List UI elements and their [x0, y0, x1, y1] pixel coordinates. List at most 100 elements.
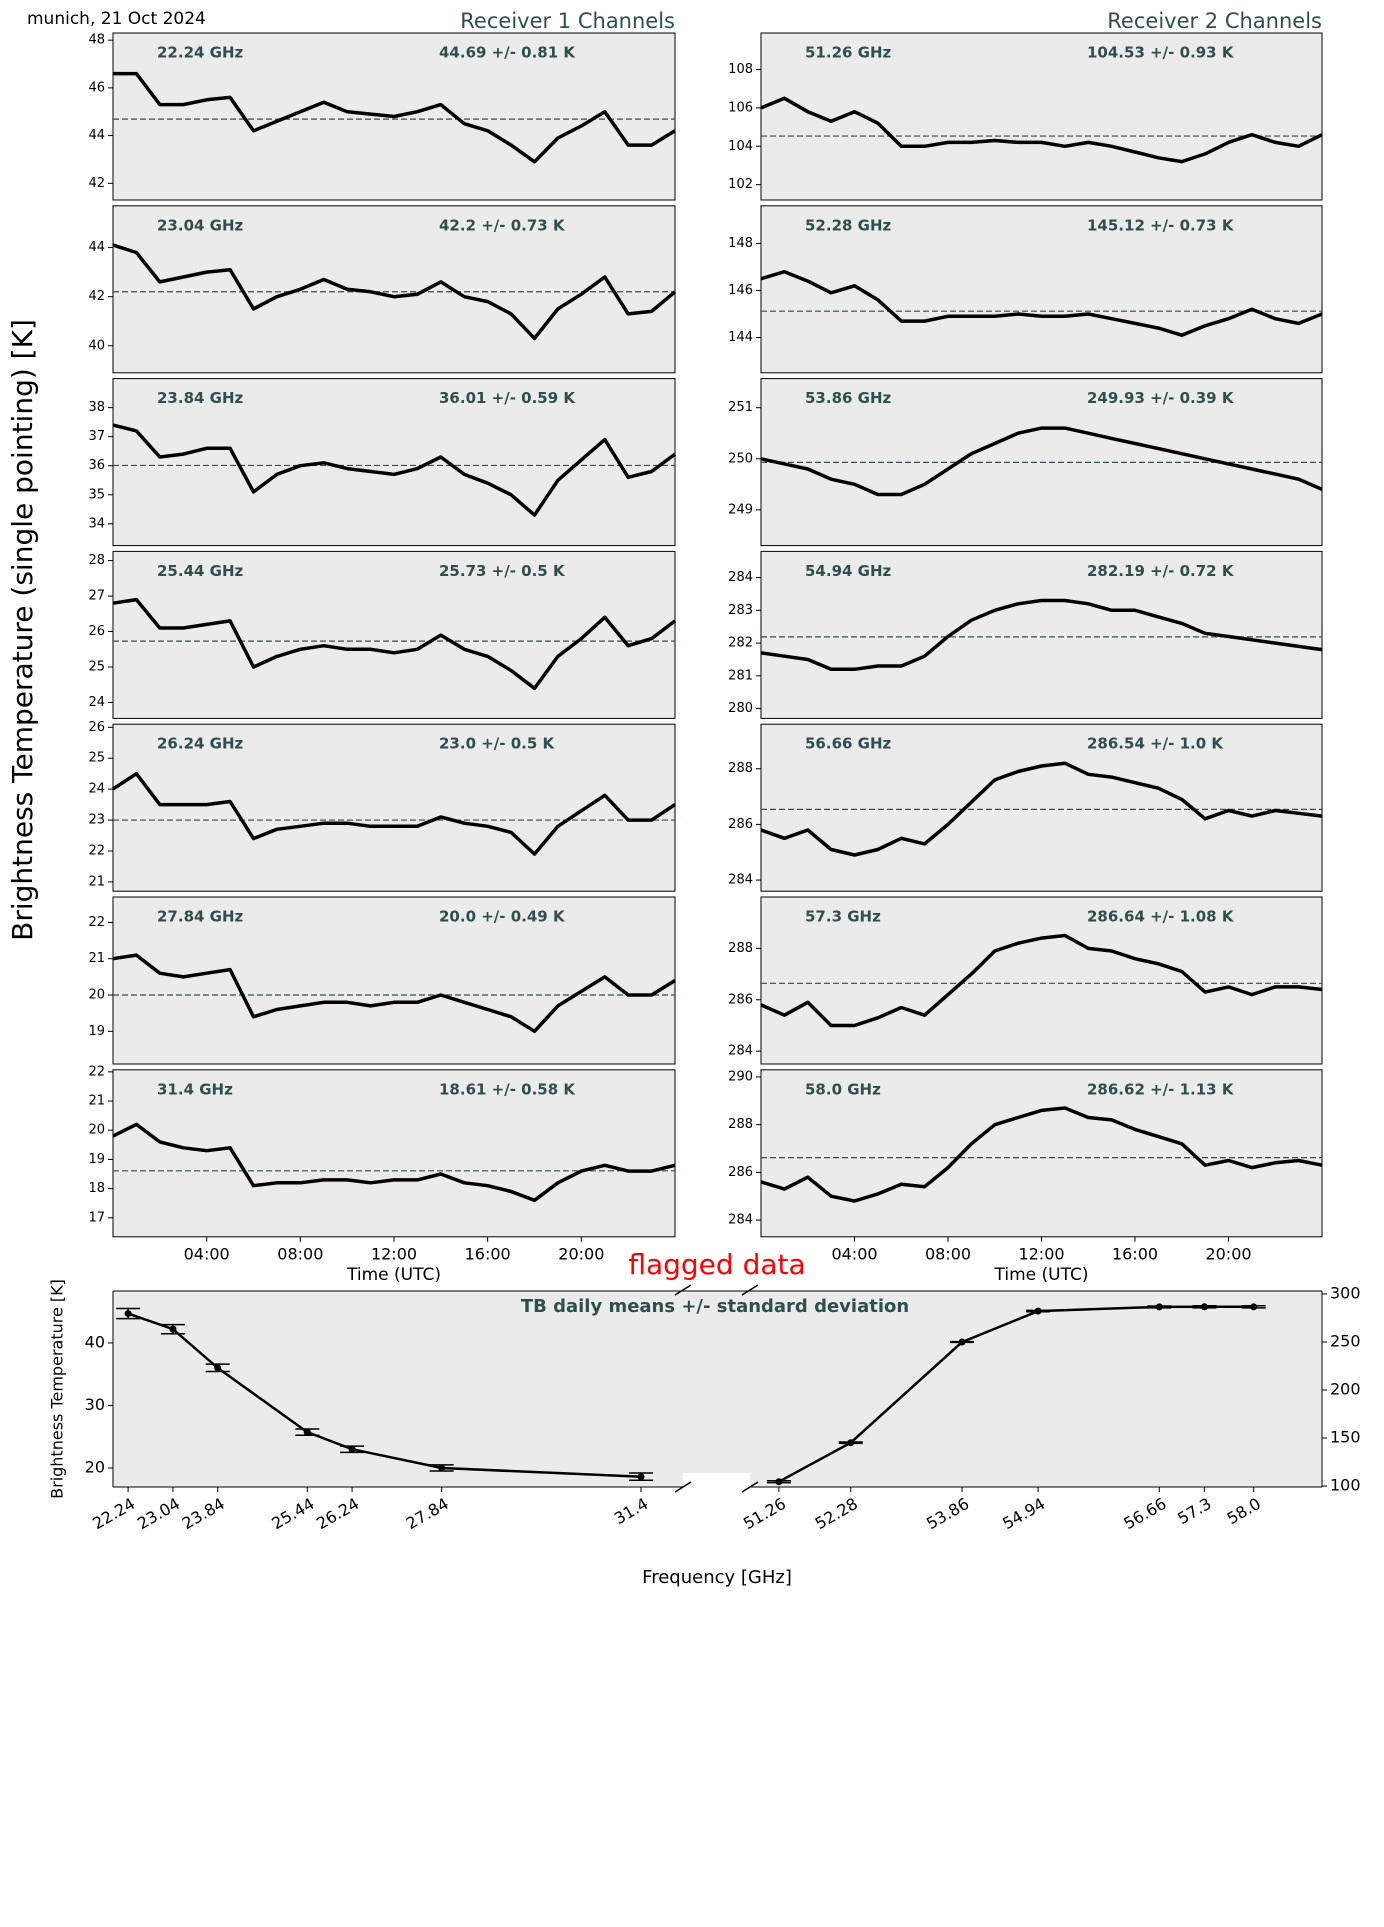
y-tick-label: 288 — [728, 761, 753, 776]
x-tick-label: 08:00 — [925, 1244, 971, 1263]
y-tick-label: 36 — [88, 458, 105, 473]
y-axis-label: Brightness Temperature [K] — [48, 1279, 67, 1499]
y-tick-label: 21 — [88, 1094, 105, 1109]
channel-label: 23.04 GHz — [157, 216, 244, 234]
y-tick-label: 30 — [85, 1395, 105, 1414]
x-tick-label: 23.04 — [134, 1494, 183, 1533]
y-tick-label: 251 — [728, 400, 753, 415]
y-tick-label: 25 — [88, 659, 105, 674]
y-tick-label: 106 — [728, 100, 753, 115]
y2-tick-label: 200 — [1330, 1380, 1361, 1399]
x-tick-label: 57.3 — [1174, 1494, 1214, 1528]
y-tick-label: 282 — [728, 636, 753, 651]
y-tick-label: 26 — [88, 624, 105, 639]
y-tick-label: 40 — [88, 338, 105, 353]
channel-stat: 23.0 +/- 0.5 K — [439, 735, 556, 753]
y-tick-label: 44 — [88, 128, 105, 143]
x-tick-label: 25.44 — [268, 1494, 317, 1533]
x-tick-label: 22.24 — [89, 1494, 138, 1533]
axis-gap — [683, 1473, 750, 1489]
mean-point — [775, 1478, 783, 1486]
data-line — [112, 771, 676, 856]
mean-point — [303, 1428, 311, 1436]
data-line — [760, 933, 1323, 1028]
figure-title: munich, 21 Oct 2024 — [27, 9, 206, 29]
mean-point — [438, 1464, 446, 1472]
channel-stat: 20.0 +/- 0.49 K — [439, 908, 566, 926]
mean-point — [958, 1338, 966, 1346]
channel-label: 57.3 GHz — [805, 908, 881, 926]
x-tick-label: 26.24 — [313, 1494, 362, 1533]
y-tick-label: 286 — [728, 1165, 753, 1180]
channel-stat: 44.69 +/- 0.81 K — [439, 44, 576, 62]
channel-label: 22.24 GHz — [157, 44, 244, 62]
shared-y-label: Brightness Temperature (single pointing)… — [6, 319, 39, 941]
y-tick-label: 19 — [88, 1152, 105, 1167]
panel-background — [112, 1069, 676, 1238]
panel-background — [760, 32, 1323, 201]
y-tick-label: 27 — [88, 589, 105, 604]
x-tick-label: 16:00 — [465, 1244, 511, 1263]
x-tick-label: 31.4 — [611, 1494, 651, 1528]
mean-point — [1034, 1307, 1042, 1315]
panel-background — [113, 1291, 1322, 1487]
y-tick-label: 37 — [88, 429, 105, 444]
y2-tick-label: 100 — [1330, 1476, 1361, 1495]
y-tick-label: 21 — [88, 951, 105, 966]
y-tick-label: 21 — [88, 874, 105, 889]
data-line — [112, 1122, 676, 1203]
y-tick-label: 26 — [88, 720, 105, 735]
x-tick-label: 53.86 — [923, 1494, 972, 1533]
panel-background — [112, 205, 676, 374]
channel-stat: 42.2 +/- 0.73 K — [439, 216, 566, 234]
y-tick-label: 108 — [728, 62, 753, 77]
data-line — [112, 423, 677, 517]
y-tick-label: 24 — [88, 695, 105, 710]
x-axis-label: Time (UTC) — [346, 1265, 441, 1285]
data-line — [112, 597, 677, 691]
data-line — [760, 426, 1323, 497]
mean-point — [1200, 1303, 1208, 1311]
channel-stat: 18.61 +/- 0.58 K — [439, 1080, 576, 1098]
channel-label: 53.86 GHz — [805, 389, 892, 407]
mean-point — [637, 1473, 645, 1481]
channel-label: 51.26 GHz — [805, 44, 892, 62]
y-tick-label: 48 — [88, 33, 105, 48]
channel-stat: 282.19 +/- 0.72 K — [1087, 562, 1235, 580]
x-tick-label: 23.84 — [179, 1494, 228, 1533]
x-tick-label: 12:00 — [1018, 1244, 1064, 1263]
y-tick-label: 22 — [88, 1064, 105, 1079]
mean-point — [214, 1364, 222, 1372]
y-tick-label: 25 — [88, 751, 105, 766]
y-tick-label: 40 — [85, 1332, 105, 1351]
y-tick-label: 42 — [88, 289, 105, 304]
mean-point — [847, 1439, 855, 1447]
y-tick-label: 281 — [728, 668, 753, 683]
channel-label: 54.94 GHz — [805, 562, 892, 580]
x-tick-label: 04:00 — [831, 1244, 877, 1263]
y-tick-label: 284 — [728, 570, 753, 585]
y-tick-label: 20 — [88, 1123, 105, 1138]
mean-point — [348, 1445, 356, 1453]
channel-label: 26.24 GHz — [157, 735, 244, 753]
y-tick-label: 148 — [728, 236, 753, 251]
data-line — [112, 243, 677, 341]
axis-break — [741, 1284, 759, 1296]
channel-stat: 104.53 +/- 0.93 K — [1087, 44, 1235, 62]
y-tick-label: 249 — [728, 502, 753, 517]
y2-tick-label: 150 — [1330, 1428, 1361, 1447]
data-line — [760, 96, 1323, 164]
y-tick-label: 146 — [728, 283, 753, 298]
mean-point — [1155, 1303, 1163, 1311]
y-tick-label: 104 — [728, 139, 753, 154]
channel-stat: 25.73 +/- 0.5 K — [439, 562, 566, 580]
channel-label: 27.84 GHz — [157, 908, 244, 926]
chart-title: TB daily means +/- standard deviation — [521, 1296, 909, 1317]
receiver-1-title: Receiver 1 Channels — [460, 9, 675, 33]
panel-background — [760, 205, 1323, 374]
data-line — [113, 71, 676, 164]
panel-background — [760, 723, 1323, 892]
x-tick-label: 52.28 — [812, 1494, 861, 1533]
y-tick-label: 18 — [88, 1181, 105, 1196]
panel-background — [760, 896, 1323, 1065]
